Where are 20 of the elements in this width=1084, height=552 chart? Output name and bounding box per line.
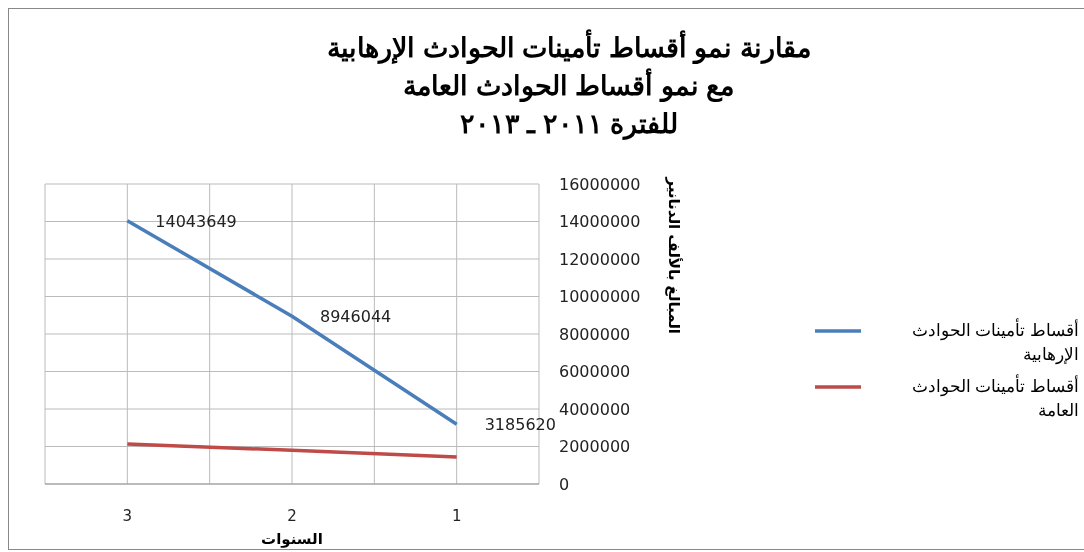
chart-title: مقارنة نمو أقساط تأمينات الحوادث الإرهابية مع نمو أقساط الحوادث العامة للفترة ٢٠١١ ـ ٢٠١٣: [326, 29, 812, 142]
y-axis-title: المبالغ بالألف الدنانير: [664, 176, 683, 334]
y-tick-label: 2000000: [559, 437, 631, 457]
text: أقساط تأمينات الحوادث العامة: [910, 375, 1079, 422]
y-tick-label: 12000000: [559, 249, 641, 269]
x-tick-label: 3: [122, 506, 133, 525]
x-axis-title: السنوات: [261, 530, 323, 548]
y-tick-label: 14000000: [559, 212, 641, 232]
data-label: 14043649: [155, 211, 237, 231]
x-tick-label: 1: [451, 506, 462, 525]
x-tick-label: 2: [287, 506, 297, 525]
y-tick-label: 6000000: [559, 362, 631, 382]
y-tick-label: 0: [559, 474, 570, 494]
y-tick-label: 10000000: [559, 287, 641, 307]
y-tick-label: 4000000: [559, 399, 631, 419]
y-tick-label: 16000000: [559, 174, 641, 194]
text: أقساط تأمينات الحوادث الإرهابية: [910, 319, 1079, 366]
y-tick-label: 8000000: [559, 324, 631, 344]
data-label: 8946044: [320, 307, 392, 327]
data-label: 3185620: [484, 415, 556, 435]
